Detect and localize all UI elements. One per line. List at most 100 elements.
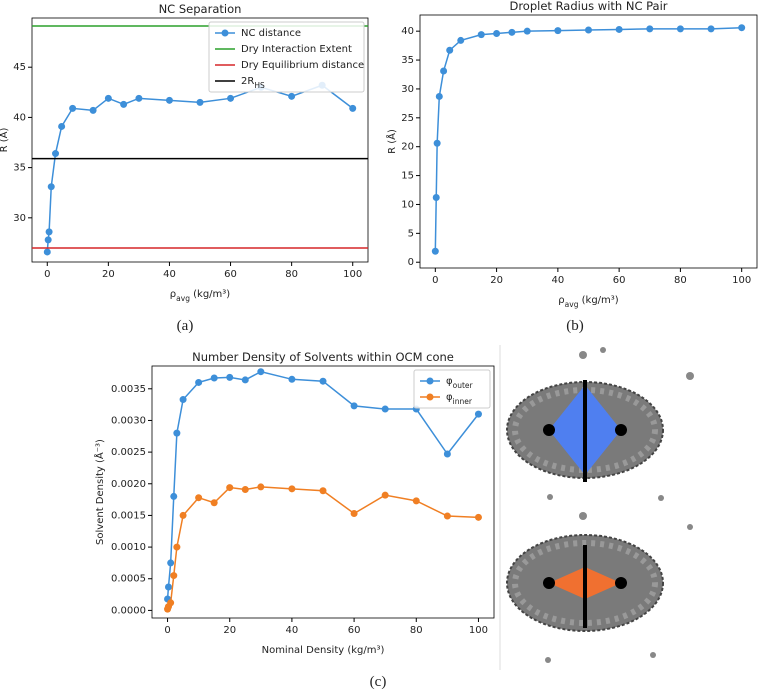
data-point	[179, 396, 187, 404]
x-tick-label: 60	[613, 275, 626, 286]
data-point	[241, 376, 249, 384]
data-point	[170, 492, 178, 500]
data-point	[412, 497, 420, 505]
series-line	[166, 370, 480, 600]
data-point	[508, 28, 516, 36]
data-point	[173, 429, 181, 437]
legend-box	[208, 21, 365, 93]
data-point	[523, 27, 531, 35]
y-tick-label: 5	[408, 228, 414, 239]
chart-title: Droplet Radius with NC Pair	[509, 0, 667, 13]
data-point	[195, 494, 203, 502]
x-tick-label: 80	[410, 625, 423, 636]
data-point	[227, 94, 235, 102]
data-point	[585, 26, 592, 34]
data-point	[47, 183, 55, 191]
x-axis-label: ρavg (kg/m³)	[170, 289, 230, 303]
caption: (a)	[177, 318, 194, 334]
data-point	[443, 450, 451, 458]
data-point	[457, 36, 465, 44]
data-point	[319, 377, 327, 385]
x-tick-label: 0	[44, 269, 50, 280]
data-point	[440, 67, 448, 75]
x-tick-label: 40	[551, 275, 564, 286]
data-point	[167, 559, 175, 567]
data-point	[165, 96, 173, 104]
data-point	[350, 510, 358, 518]
x-tick-label: 40	[163, 269, 176, 280]
data-point	[349, 104, 357, 112]
data-point	[135, 94, 143, 102]
y-tick-label: 15	[401, 171, 414, 182]
data-point	[381, 405, 389, 413]
y-tick-label: 35	[13, 163, 26, 174]
data-point	[170, 572, 178, 580]
x-tick-label: 100	[343, 269, 362, 280]
y-tick-label: 25	[401, 113, 414, 124]
data-point	[319, 487, 327, 495]
data-point	[226, 373, 234, 381]
y-tick-label: 35	[401, 55, 414, 66]
y-tick-label: 40	[13, 112, 26, 123]
data-point	[196, 98, 204, 106]
data-point	[43, 248, 51, 256]
legend-label: Dry Equilibrium distance	[241, 60, 364, 71]
chart-title: Number Density of Solvents within OCM co…	[192, 350, 454, 364]
x-tick-label: 0	[164, 625, 170, 636]
molecule-image	[506, 347, 694, 663]
y-tick-label: 40	[401, 26, 414, 37]
legend-label: Dry Interaction Extent	[241, 44, 352, 55]
x-tick-label: 20	[102, 269, 115, 280]
y-tick-label: 10	[401, 199, 414, 210]
data-point	[58, 122, 66, 130]
data-point	[433, 139, 441, 147]
x-axis-label: ρavg (kg/m³)	[558, 295, 618, 309]
data-point	[257, 483, 265, 491]
data-point	[381, 491, 389, 499]
legend-marker	[426, 393, 434, 401]
y-tick-label: 0.0035	[111, 384, 146, 395]
data-point	[179, 511, 187, 519]
data-point	[69, 104, 77, 112]
series-line	[166, 486, 479, 610]
y-tick-label: 20	[401, 142, 414, 153]
legend-marker	[221, 29, 229, 37]
y-tick-label: 30	[13, 213, 26, 224]
data-point	[120, 100, 128, 108]
data-point	[288, 375, 296, 383]
data-point	[226, 484, 234, 492]
data-point	[167, 599, 175, 607]
plot-frame	[151, 365, 495, 619]
data-point	[435, 92, 443, 100]
data-point	[707, 25, 715, 33]
y-tick-label: 0.0030	[111, 415, 146, 426]
data-point	[477, 31, 485, 39]
data-point	[173, 543, 181, 551]
y-axis-label: Solvent Density (Å⁻³)	[93, 439, 106, 545]
legend-label: NC distance	[241, 28, 301, 39]
chart-title: NC Separation	[159, 2, 242, 16]
data-point	[89, 106, 97, 114]
data-point	[45, 228, 53, 236]
data-point	[474, 513, 482, 521]
data-point	[432, 194, 440, 202]
data-point	[493, 29, 501, 37]
x-tick-label: 80	[285, 269, 298, 280]
data-point	[104, 94, 112, 102]
y-tick-label: 45	[13, 62, 26, 73]
x-tick-label: 80	[674, 275, 687, 286]
caption: (b)	[566, 318, 584, 334]
data-point	[446, 46, 454, 54]
y-tick-label: 0.0020	[111, 479, 146, 490]
data-point	[350, 402, 358, 410]
legend-label: φinner	[446, 392, 473, 406]
data-point	[646, 25, 654, 33]
data-point	[52, 150, 60, 158]
data-point	[257, 368, 265, 376]
x-tick-label: 0	[432, 275, 438, 286]
x-axis-label: Nominal Density (kg/m³)	[262, 645, 385, 656]
x-tick-label: 100	[732, 275, 751, 286]
data-point	[210, 374, 218, 382]
data-point	[738, 24, 746, 32]
